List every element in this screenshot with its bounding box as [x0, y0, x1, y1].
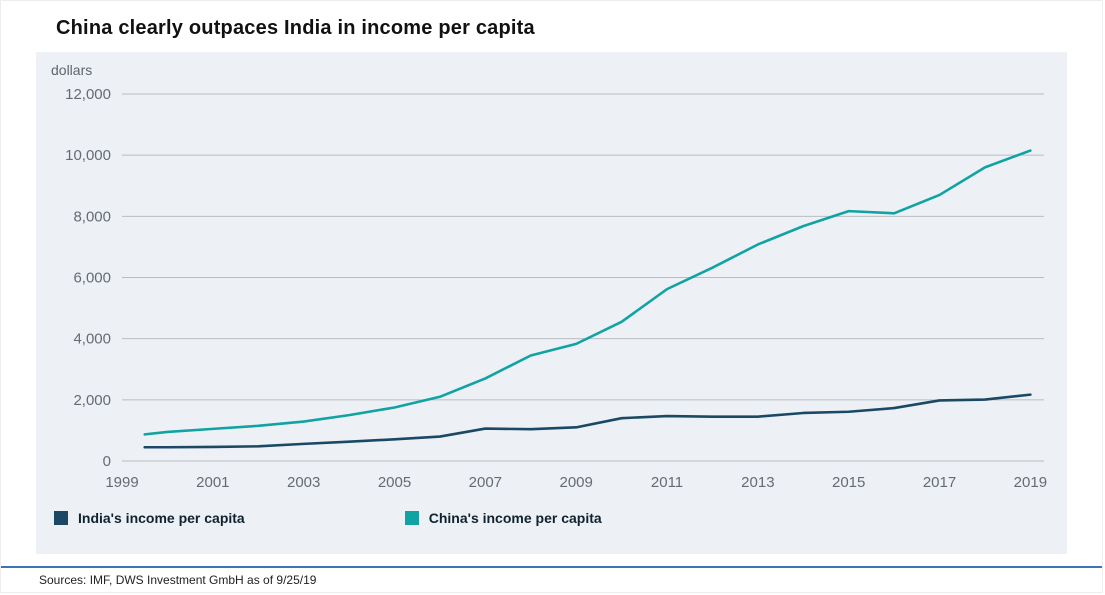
svg-text:2015: 2015 [832, 474, 865, 491]
legend-item-china: China's income per capita [404, 510, 602, 526]
svg-text:2,000: 2,000 [73, 392, 111, 409]
svg-text:2001: 2001 [196, 474, 229, 491]
svg-text:12,000: 12,000 [65, 86, 111, 103]
y-axis-unit-label: dollars [51, 62, 93, 78]
svg-text:10,000: 10,000 [65, 147, 111, 164]
svg-text:0: 0 [103, 453, 111, 470]
chart-area: 0 2,000 4,000 6,000 8,000 10,000 12,000 1999 200… [36, 78, 1067, 500]
legend-item-india: India's income per capita [54, 510, 245, 526]
source-bar: Sources: IMF, DWS Investment GmbH as of … [1, 566, 1102, 587]
india-series-label: India's income per capita [78, 510, 245, 526]
svg-text:8,000: 8,000 [73, 208, 111, 225]
svg-text:2011: 2011 [651, 474, 683, 491]
svg-text:4,000: 4,000 [73, 331, 111, 348]
svg-text:6,000: 6,000 [73, 270, 111, 287]
legend: India's income per capita China's income… [36, 500, 1067, 526]
svg-text:2009: 2009 [559, 474, 592, 491]
line-chart: 0 2,000 4,000 6,000 8,000 10,000 12,000 1999 200… [65, 86, 1047, 491]
india-series-swatch [54, 511, 68, 525]
china-series-label: China's income per capita [428, 510, 602, 526]
chart-title: China clearly outpaces India in income p… [56, 17, 535, 39]
svg-text:2003: 2003 [287, 474, 320, 491]
svg-text:2007: 2007 [469, 474, 502, 491]
svg-text:2019: 2019 [1014, 474, 1047, 491]
source-text: Sources: IMF, DWS Investment GmbH as of … [39, 573, 317, 587]
china-series-swatch [404, 511, 419, 525]
svg-text:2005: 2005 [378, 474, 411, 491]
svg-text:2013: 2013 [741, 474, 774, 491]
svg-text:2017: 2017 [923, 474, 956, 491]
chart-panel: dollars 0 2,000 4,000 6,000 8,000 10,000 12,00… [36, 52, 1067, 554]
svg-text:1999: 1999 [105, 474, 138, 491]
